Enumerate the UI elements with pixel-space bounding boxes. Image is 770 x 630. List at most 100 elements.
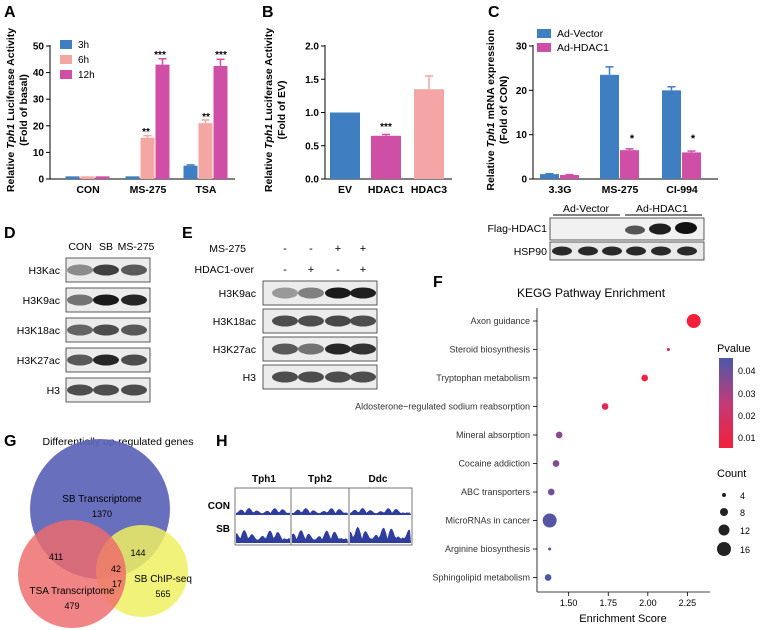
panel-h: H Tph1 Tph2 Ddc CON SB <box>208 433 413 546</box>
blot-d-band <box>67 324 93 336</box>
y-tick-label: 30 <box>33 95 45 106</box>
blot-d-row-label: H3K27ac <box>17 355 60 367</box>
y-tick-label: 50 <box>33 42 45 53</box>
chart-f-point <box>555 431 563 439</box>
chart-f-pathway-label: Steroid biosynthesis <box>449 345 530 355</box>
blot-c-flag-band <box>625 225 645 235</box>
star-a-tsa-12h: *** <box>215 50 227 61</box>
y-tick-label: 0 <box>521 175 527 186</box>
venn-count-sb-tsa: 411 <box>49 552 63 562</box>
chart-f-pathway-label: MicroRNAs in cancer <box>445 516 530 526</box>
legend-f-pvalue-tick: 0.03 <box>738 389 756 399</box>
blot-c-hsp90-band <box>651 246 671 256</box>
bar-a-6h <box>80 176 95 179</box>
star-c-ms275: * <box>630 133 635 145</box>
bar-c-Ad-Vector <box>540 174 559 179</box>
panel-label-b: B <box>262 4 274 21</box>
star-a-ms275-6h: ** <box>142 127 150 138</box>
blot-e-band <box>350 371 376 383</box>
chart-f-xlabel: Enrichment Score <box>579 613 666 625</box>
blot-d-row-label: H3Kac <box>28 265 60 277</box>
bar-c-Ad-HDAC1 <box>682 152 701 179</box>
blot-c-hsp90-band <box>677 246 697 256</box>
blot-c-row-hsp90: HSP90 <box>514 246 547 258</box>
legend-f-count-value: 16 <box>740 545 750 555</box>
legend-f-count-value: 12 <box>740 526 750 536</box>
blot-d-band <box>67 264 93 276</box>
y-tick-label: 2.0 <box>305 42 319 53</box>
bar-a-3h <box>65 176 80 179</box>
legend-f-count-value: 8 <box>740 508 745 518</box>
blot-c-group-vector: Ad-Vector <box>563 203 610 215</box>
venn-count-all: 42 <box>111 564 121 574</box>
chart-f-point <box>548 547 552 551</box>
blot-e-mark: + <box>360 264 366 276</box>
y-tick-label: 1.0 <box>305 108 319 119</box>
blot-e-mark: + <box>360 243 366 255</box>
venn-count-chip: 565 <box>155 589 170 599</box>
legend-f-pvalue-gradient <box>719 358 733 448</box>
y-tick-label: 40 <box>33 68 45 79</box>
blot-e-mark: - <box>309 243 313 255</box>
legend-a-3h-swatch <box>60 40 72 49</box>
bar-a-6h <box>140 137 155 179</box>
blot-d-row-label: H3 <box>47 385 61 397</box>
legend-f-count-dot <box>718 524 730 536</box>
track-signal <box>350 526 411 543</box>
bar-b-HDAC3 <box>414 89 444 179</box>
chart-f-point <box>601 403 609 410</box>
panel-f: F KEGG Pathway Enrichment 1.50 1.75 2.00 2.… <box>355 274 755 625</box>
track-gene-tph1: Tph1 <box>252 474 276 485</box>
blot-d-band <box>67 354 93 366</box>
panel-label-h: H <box>216 433 228 450</box>
blot-e-band <box>350 343 376 355</box>
blot-e-band <box>272 287 298 299</box>
blot-e-band <box>325 343 351 355</box>
blot-e-band <box>272 371 298 383</box>
blot-e-band <box>298 371 324 383</box>
panel-label-g: G <box>4 433 16 450</box>
blot-d-row-label: H3K18ac <box>17 325 60 337</box>
chart-f-point <box>641 374 649 382</box>
venn-count-sb-chip: 144 <box>130 548 145 558</box>
chart-f-point <box>544 574 552 581</box>
chart-f-pathway-label: Arginine biosynthesis <box>445 544 531 554</box>
chart-c-bars <box>540 66 701 179</box>
blot-e-band <box>350 315 376 327</box>
chart-f-pathway-label: Cocaine addiction <box>458 459 530 469</box>
blot-e-band <box>272 315 298 327</box>
star-c-ci994: * <box>691 133 696 145</box>
bar-c-Ad-Vector <box>600 74 619 179</box>
chart-f-pathway-label: Aldosterone−regulated sodium reabsorptio… <box>355 402 530 412</box>
chart-a-cat-tsa: TSA <box>196 184 217 196</box>
blot-d-col-sb: SB <box>99 241 113 253</box>
panel-e: E MS-275 HDAC1-over - - + + - + - + H3K9ac H3K18… <box>182 225 378 390</box>
blot-c-hsp90-band <box>578 246 598 256</box>
chart-c-cat-33g: 3.3G <box>549 184 572 196</box>
blot-e-marks: - - + + - + - + <box>283 243 366 276</box>
blot-d-band <box>121 354 147 366</box>
blot-d-band <box>67 384 93 396</box>
bar-b-EV <box>330 112 360 179</box>
blot-d-band <box>93 384 119 396</box>
chart-f-pathway-label: Mineral absorption <box>456 430 530 440</box>
bar-c-Ad-HDAC1 <box>620 150 639 179</box>
blot-e-band <box>298 287 324 299</box>
venn-count-tsa-chip: 17 <box>112 579 122 589</box>
blot-e-band <box>350 287 376 299</box>
track-row-sb: SB <box>216 524 230 535</box>
blot-e-band <box>298 315 324 327</box>
panel-b: B Relative Tph1 Luciferase Activity (Fol… <box>262 4 452 196</box>
chart-b-cat-hdac1: HDAC1 <box>368 184 404 196</box>
venn-count-tsa: 479 <box>64 601 79 611</box>
chart-b-ylabel: Relative Tph1 Luciferase Activity <box>263 28 275 192</box>
legend-f-pvalue-tick: 0.04 <box>738 366 756 376</box>
blot-d-band <box>93 354 119 366</box>
panel-label-e: E <box>182 225 193 242</box>
venn-label-chip: SB ChIP-seq <box>134 574 192 585</box>
legend-f-count-dot <box>722 493 726 497</box>
y-tick-label: 20 <box>33 121 45 132</box>
blot-e-treat-ms275: MS-275 <box>209 243 246 255</box>
legend-a-3h: 3h <box>78 40 89 51</box>
